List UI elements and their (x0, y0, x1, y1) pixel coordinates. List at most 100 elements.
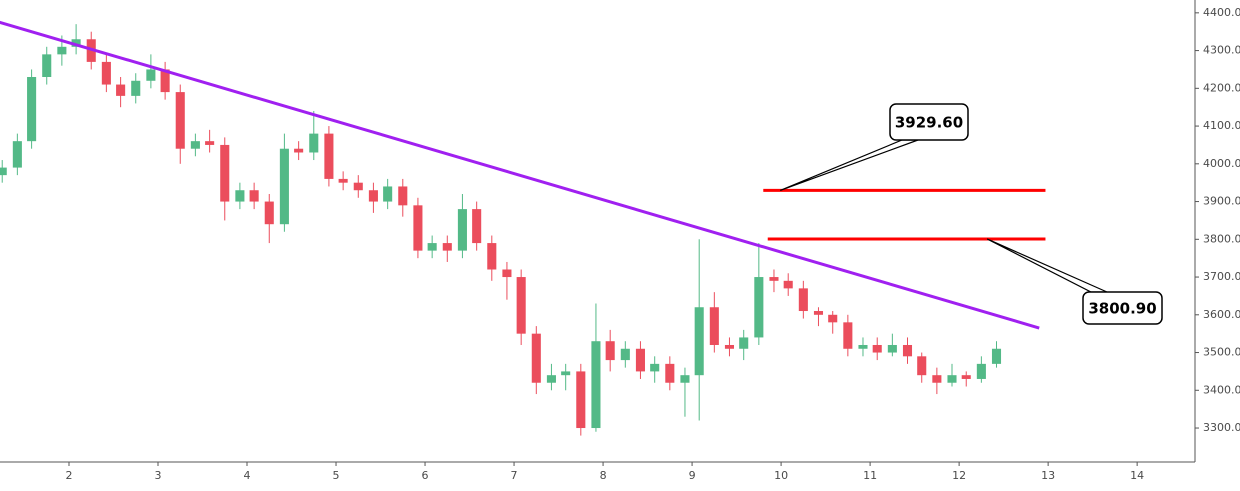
y-tick-label: 3800.0 (1203, 232, 1240, 245)
candle-body (620, 348, 630, 361)
candle-body (828, 314, 838, 323)
x-tick-label: 3 (154, 469, 161, 482)
candle-body (0, 167, 7, 176)
candle-body (872, 344, 882, 353)
y-tick-label: 3600.0 (1203, 308, 1240, 321)
callout-pointer (779, 139, 919, 191)
x-tick-label: 14 (1130, 469, 1144, 482)
candle-body (813, 311, 824, 315)
x-tick-label: 8 (600, 469, 607, 482)
candle-body (472, 209, 482, 244)
candle-body (71, 39, 81, 47)
candle-body (783, 280, 793, 289)
candle-body (754, 277, 764, 338)
candle-body (709, 307, 719, 345)
candle-body (12, 141, 22, 168)
candle-body (561, 371, 571, 376)
candle-body (694, 307, 704, 376)
candle-body (516, 277, 526, 334)
candle-body (546, 375, 556, 383)
candle-body (220, 144, 230, 202)
y-tick-label: 3900.0 (1203, 195, 1240, 208)
x-tick-label: 9 (689, 469, 696, 482)
candle-body (160, 69, 170, 93)
candle-body (279, 148, 289, 225)
candle-body (991, 348, 1002, 364)
candle-body (858, 344, 868, 349)
candle-body (665, 363, 675, 383)
y-tick-label: 4100.0 (1203, 119, 1240, 132)
candle-body (175, 92, 185, 149)
candle-body (976, 363, 986, 379)
y-tick-label: 3400.0 (1203, 383, 1240, 396)
x-tick-label: 7 (511, 469, 518, 482)
candle-body (368, 190, 378, 202)
candle-body (338, 178, 348, 183)
y-tick-label: 4300.0 (1203, 44, 1240, 57)
candle-body (917, 356, 927, 376)
candle-body (57, 46, 67, 55)
candle-body (235, 190, 245, 202)
candle-body (309, 133, 319, 153)
candle-body (635, 348, 645, 372)
candle-body (680, 375, 690, 383)
x-tick-label: 2 (65, 469, 72, 482)
y-tick-label: 4200.0 (1203, 81, 1240, 94)
candle-body (887, 344, 897, 353)
x-tick-label: 6 (422, 469, 429, 482)
candle-body (205, 141, 215, 145)
candle-body (294, 148, 304, 153)
y-tick-label: 4000.0 (1203, 157, 1240, 170)
candle-body (591, 341, 601, 429)
candle-body (902, 344, 913, 357)
candle-body (947, 375, 957, 383)
callout-pointer (986, 238, 1108, 293)
candle-body (146, 69, 156, 81)
candle-body (131, 80, 141, 96)
y-tick-label: 3300.0 (1203, 421, 1240, 434)
callout-label: 3800.90 (1088, 300, 1156, 318)
candle-body (264, 201, 274, 225)
x-tick-label: 13 (1041, 469, 1055, 482)
x-tick-label: 4 (244, 469, 251, 482)
candle-body (843, 322, 853, 349)
y-tick-label: 4400.0 (1203, 6, 1240, 19)
callout: 3929.60 (779, 103, 969, 191)
candle-body (798, 288, 808, 312)
candle-body (724, 344, 735, 349)
candle-body (427, 243, 437, 251)
candle-body (398, 186, 408, 206)
callout-box (889, 103, 969, 141)
candle-body (769, 277, 779, 281)
candle-body (27, 77, 37, 142)
callout: 3800.90 (986, 238, 1163, 325)
candle-body (442, 243, 452, 251)
callout-label: 3929.60 (895, 114, 963, 132)
candle-body (413, 205, 423, 251)
x-tick-label: 12 (952, 469, 966, 482)
candle-body (457, 209, 467, 251)
candle-body (961, 375, 971, 379)
candle-body (324, 133, 334, 179)
x-tick-label: 11 (863, 469, 877, 482)
candle-body (101, 61, 111, 85)
y-tick-label: 3500.0 (1203, 346, 1240, 359)
candle-body (531, 333, 541, 383)
x-tick-label: 10 (774, 469, 788, 482)
trendline (0, 20, 1040, 330)
x-tick-label: 5 (333, 469, 340, 482)
candle-body (116, 84, 126, 96)
candle-body (190, 141, 200, 149)
candle-body (739, 337, 749, 349)
candle-body (383, 186, 393, 202)
candle-body (932, 375, 942, 383)
candle-body (502, 269, 512, 278)
candle-body (42, 54, 52, 77)
y-tick-label: 3700.0 (1203, 270, 1240, 283)
candle-body (576, 371, 586, 429)
candle-body (650, 363, 660, 372)
candle-body (249, 190, 259, 202)
candle-body (487, 243, 497, 270)
candle-body (605, 341, 615, 361)
